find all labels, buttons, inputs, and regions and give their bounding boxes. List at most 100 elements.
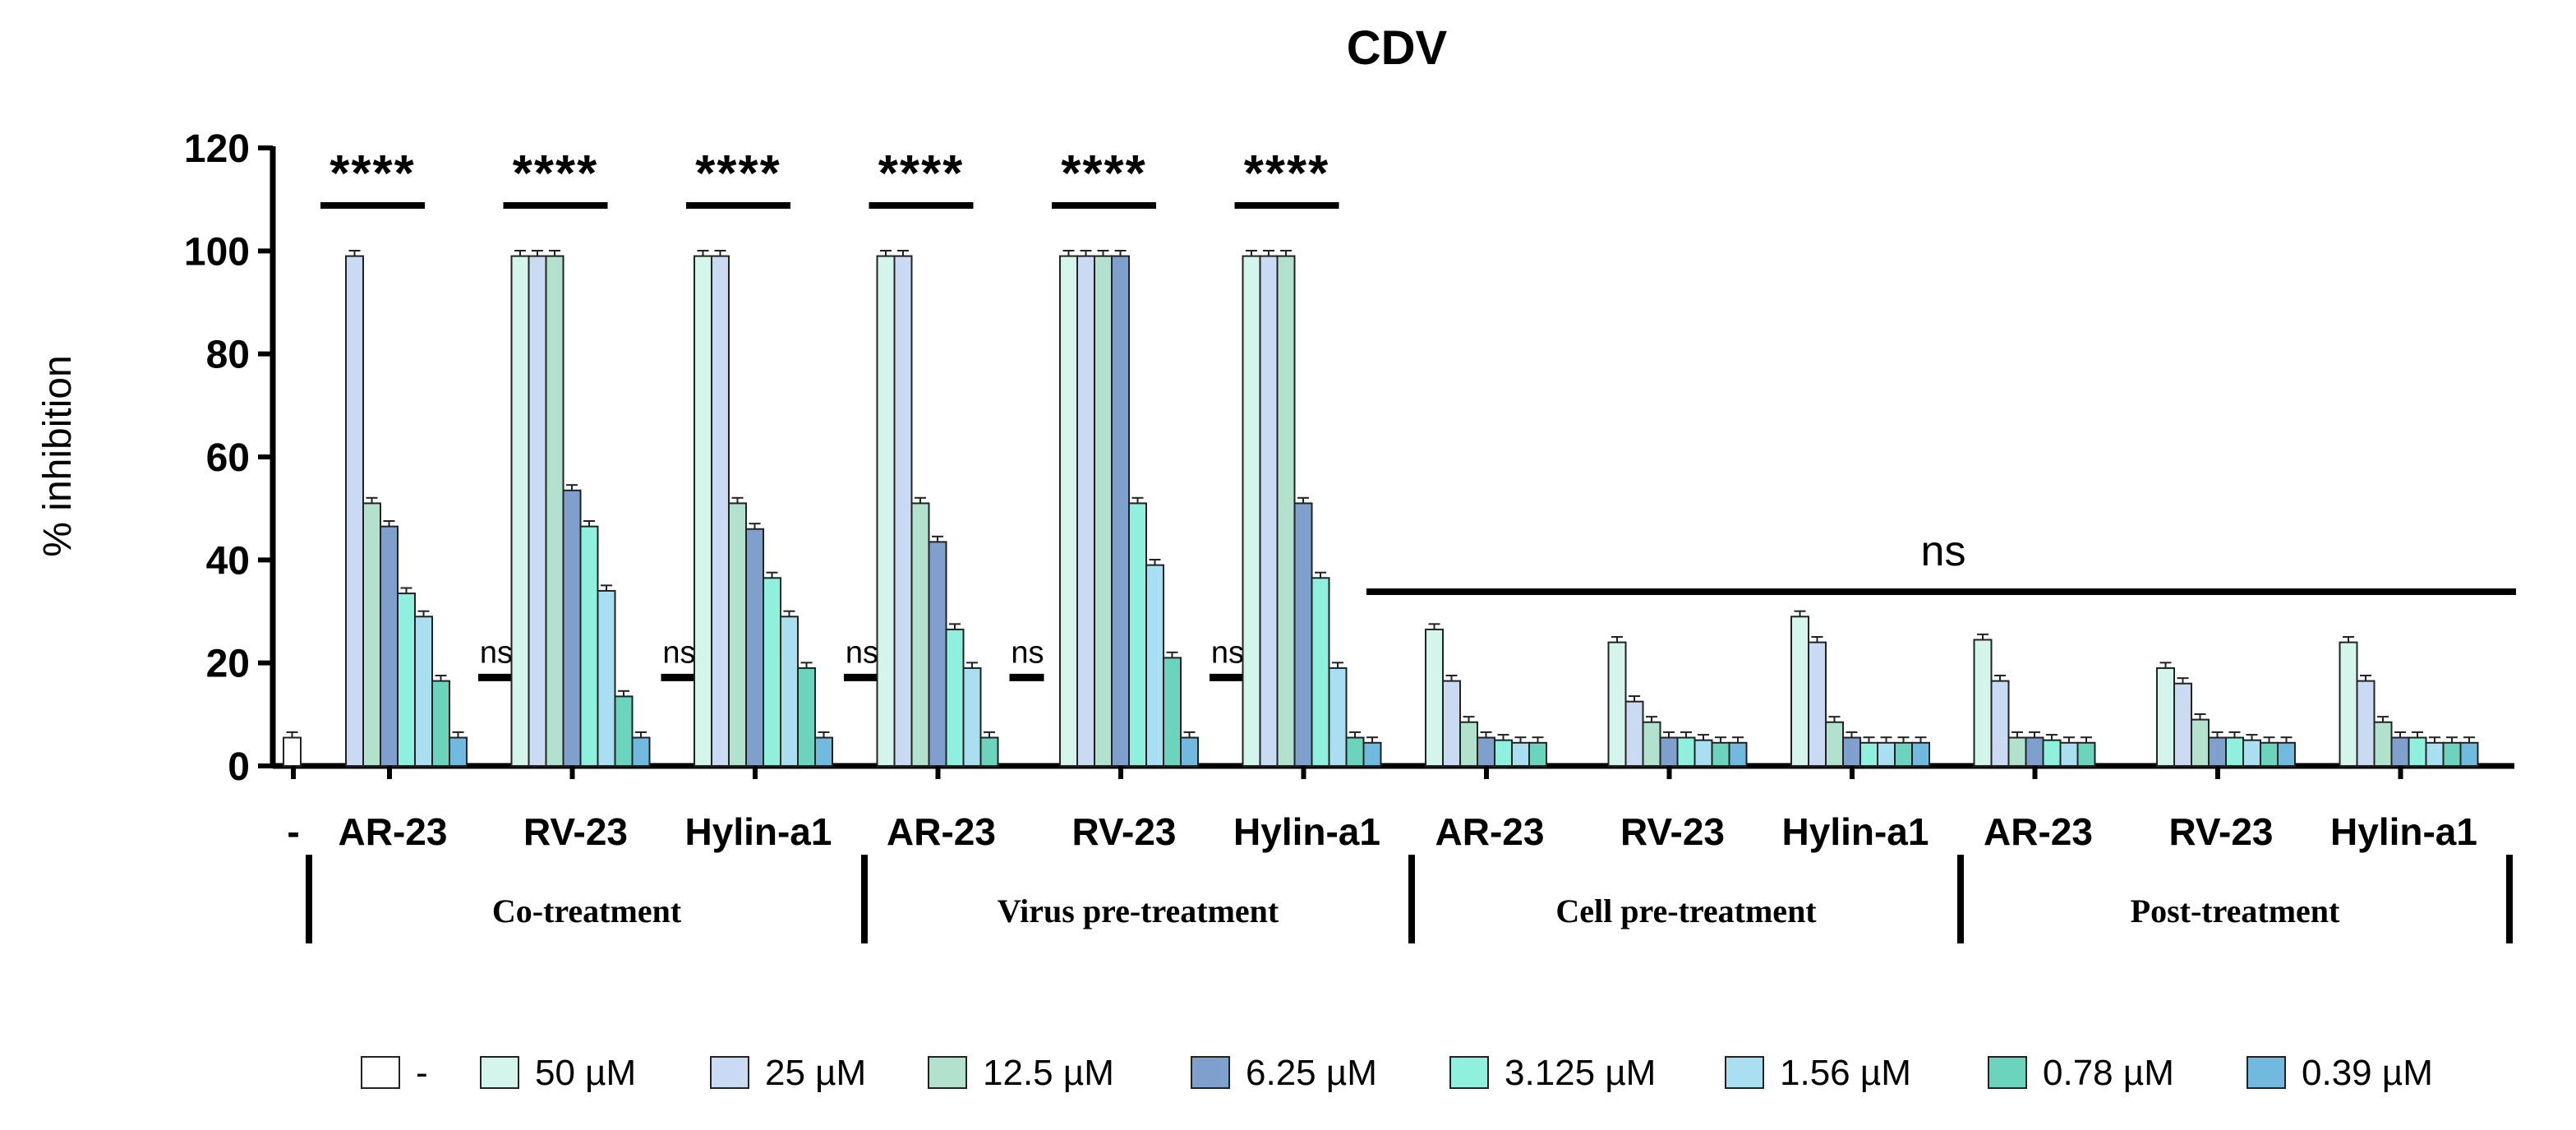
bar-hylin-a1-2 xyxy=(2373,721,2393,768)
bar-ar-23-2 xyxy=(910,502,930,768)
bar-rv-23-3 xyxy=(1659,736,1679,767)
bar-rv-23-2 xyxy=(2191,718,2210,767)
bar-hylin-a1-2 xyxy=(1825,721,1844,768)
y-tick-label: 60 xyxy=(206,436,250,480)
compound-label: AR-23 xyxy=(887,810,996,853)
bar-hylin-a1-3 xyxy=(1842,736,1861,767)
bar-ar-23-6 xyxy=(979,736,999,767)
bar-ar-23-4 xyxy=(1494,739,1513,768)
bar-rv-23-6 xyxy=(1163,657,1182,768)
legend-label: 0.78 µM xyxy=(2043,1053,2174,1093)
treatment-label: Post-treatment xyxy=(2131,892,2340,929)
y-tick-label: 120 xyxy=(184,127,250,171)
compound-label: RV-23 xyxy=(523,810,628,853)
ns-label: ns xyxy=(1011,635,1044,670)
ns-label: ns xyxy=(480,635,513,670)
control-label: - xyxy=(287,810,299,853)
legend-label: 50 µM xyxy=(535,1053,636,1093)
bar-ar-23-3 xyxy=(928,541,947,768)
bar-ar-23-0 xyxy=(1425,628,1444,768)
bar-rv-23-7 xyxy=(631,736,651,767)
legend: - 50 µM 25 µM 12.5 µM 6.25 µM 3.125 µM 1.56 µM… xyxy=(361,1053,2433,1093)
bar-rv-23-2 xyxy=(1094,255,1113,768)
bar-hylin-a1-2 xyxy=(1276,255,1296,768)
bar-hylin-a1-0 xyxy=(694,255,712,768)
legend-label: 6.25 µM xyxy=(1246,1053,1377,1093)
significance-stars: **** xyxy=(695,145,781,202)
bar-rv-23-1 xyxy=(528,255,547,768)
legend-swatch xyxy=(1988,1056,2027,1089)
legend-swatch xyxy=(1191,1056,1230,1089)
bar-rv-23-4 xyxy=(1128,502,1147,768)
bar-hylin-a1-0 xyxy=(2339,641,2358,767)
bar-rv-23-6 xyxy=(614,695,634,768)
bar-rv-23-1 xyxy=(2173,682,2192,768)
bar-rv-23-0 xyxy=(2156,666,2175,768)
significance-stars: **** xyxy=(878,145,965,202)
bar-rv-23-5 xyxy=(597,589,616,768)
legend-swatch xyxy=(710,1056,749,1089)
bar-hylin-a1-0 xyxy=(1790,616,1809,767)
bar-rv-23-4 xyxy=(1676,736,1696,767)
bar-ar-23-5 xyxy=(1511,741,1530,767)
bar-rv-23-6 xyxy=(1711,741,1730,767)
treatment-label: Cell pre-treatment xyxy=(1555,892,1817,929)
bar-ar-23-2 xyxy=(362,502,381,768)
overall-ns-label: ns xyxy=(1921,528,1966,575)
bar-ar-23-3 xyxy=(1477,736,1495,767)
bar-ar-23-6 xyxy=(1528,741,1547,767)
bar-rv-23-7 xyxy=(1728,741,1748,767)
compound-label: Hylin-a1 xyxy=(1233,810,1380,853)
compound-label: RV-23 xyxy=(2168,810,2273,853)
legend-swatch xyxy=(480,1056,519,1089)
bar-ar-23-3 xyxy=(2025,736,2044,767)
bar-rv-23-1 xyxy=(1076,255,1095,768)
compound-label: Hylin-a1 xyxy=(685,810,832,853)
bar-hylin-a1-4 xyxy=(1311,577,1330,767)
compound-label: RV-23 xyxy=(1620,810,1725,853)
bar-rv-23-0 xyxy=(1607,641,1627,767)
bar-hylin-a1-6 xyxy=(1345,736,1365,767)
bar-rv-23-7 xyxy=(1180,736,1199,767)
bar-hylin-a1-5 xyxy=(2425,741,2445,767)
bar-rv-23-5 xyxy=(2242,739,2261,768)
bar-hylin-a1-1 xyxy=(711,255,730,768)
bar-rv-23-4 xyxy=(579,525,599,767)
bar-hylin-a1-1 xyxy=(1259,255,1279,768)
bar-rv-23-4 xyxy=(2225,736,2244,767)
legend-swatch xyxy=(928,1056,967,1089)
bar-ar-23-4 xyxy=(2042,739,2062,768)
bar-ar-23-5 xyxy=(962,666,982,768)
bar-ar-23-4 xyxy=(397,593,416,767)
y-tick-label: 20 xyxy=(206,643,250,686)
y-tick-label: 40 xyxy=(206,539,250,583)
bar-hylin-a1-7 xyxy=(2459,741,2479,767)
significance-stars: **** xyxy=(1244,145,1330,202)
bar-hylin-a1-6 xyxy=(1894,741,1913,767)
legend-label: - xyxy=(416,1053,428,1093)
legend-swatch xyxy=(1449,1056,1489,1089)
legend-swatch xyxy=(1725,1056,1764,1089)
legend-label: 25 µM xyxy=(765,1053,866,1093)
significance-stars: **** xyxy=(1061,145,1147,202)
ns-label: ns xyxy=(846,635,878,670)
bar-rv-23-3 xyxy=(2208,736,2227,767)
bar-hylin-a1-3 xyxy=(745,528,764,767)
bar-ar-23-4 xyxy=(945,628,965,768)
legend-label: 0.39 µM xyxy=(2302,1053,2433,1093)
ns-label: ns xyxy=(1211,635,1244,670)
bar-ar-23-6 xyxy=(431,680,450,767)
bar-rv-23-0 xyxy=(1059,255,1078,768)
bar-rv-23-1 xyxy=(1624,700,1644,768)
bar-ar-23-5 xyxy=(2059,741,2079,767)
bar-ar-23-7 xyxy=(449,736,468,767)
bar-rv-23-0 xyxy=(510,255,530,768)
bar-hylin-a1-4 xyxy=(1859,741,1878,767)
bar-hylin-a1-4 xyxy=(763,577,781,767)
y-tick-label: 0 xyxy=(228,745,250,789)
legend-label: 12.5 µM xyxy=(983,1053,1114,1093)
bar-ar-23-6 xyxy=(2076,741,2096,767)
treatment-label: Virus pre-treatment xyxy=(998,892,1279,929)
compound-label: AR-23 xyxy=(1435,810,1545,853)
